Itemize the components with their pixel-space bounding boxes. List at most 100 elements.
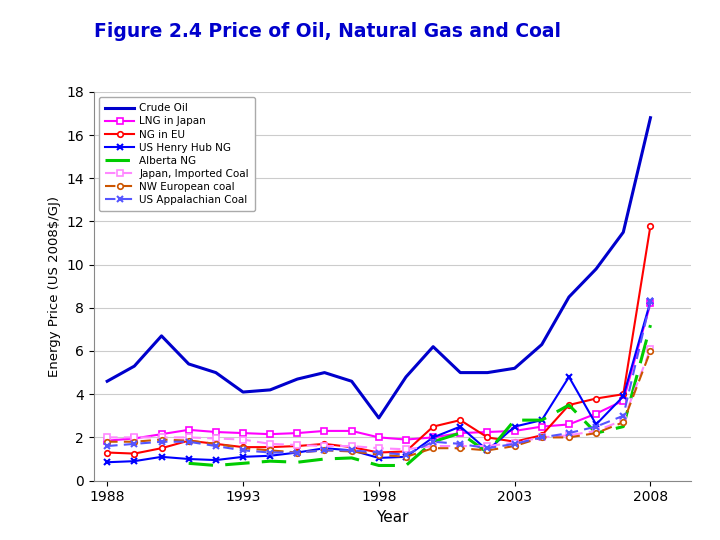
Crude Oil [320,369,329,376]
US Henry Hub NG [510,423,519,430]
NG in EU [429,423,438,430]
Line: US Henry Hub NG: US Henry Hub NG [104,298,654,465]
US Appalachian Coal [347,447,356,454]
Crude Oil [103,378,112,384]
US Henry Hub NG [538,417,546,423]
LNG in Japan [266,431,274,437]
Japan, Imported Coal [592,428,600,434]
US Henry Hub NG [456,423,464,430]
Y-axis label: Energy Price (US 2008$/GJ): Energy Price (US 2008$/GJ) [48,195,60,377]
Crude Oil [239,389,248,395]
Crude Oil [374,415,383,421]
US Appalachian Coal [456,441,464,447]
LNG in Japan [456,430,464,436]
US Appalachian Coal [538,434,546,441]
US Henry Hub NG [374,455,383,461]
Japan, Imported Coal [184,434,193,441]
US Henry Hub NG [184,456,193,462]
Crude Oil [212,369,220,376]
Alberta NG [402,462,410,469]
X-axis label: Year: Year [376,510,409,525]
Line: Crude Oil: Crude Oil [107,118,650,418]
Crude Oil [564,294,573,300]
Crude Oil [347,378,356,384]
LNG in Japan [184,427,193,433]
Alberta NG [374,462,383,469]
Crude Oil [184,361,193,367]
LNG in Japan [510,428,519,434]
US Henry Hub NG [429,434,438,441]
US Appalachian Coal [103,443,112,449]
Alberta NG [293,459,302,465]
NW European coal [564,434,573,441]
Alberta NG [483,449,492,456]
NW European coal [646,348,654,354]
NG in EU [347,444,356,450]
Japan, Imported Coal [347,443,356,449]
Japan, Imported Coal [103,434,112,441]
NW European coal [212,441,220,447]
NW European coal [483,447,492,454]
US Henry Hub NG [103,459,112,465]
US Appalachian Coal [510,441,519,447]
US Appalachian Coal [266,449,274,456]
NG in EU [130,450,139,457]
NW European coal [510,443,519,449]
Japan, Imported Coal [564,432,573,438]
NW European coal [239,445,248,451]
NG in EU [456,417,464,423]
LNG in Japan [239,430,248,436]
Alberta NG [619,423,628,430]
Japan, Imported Coal [157,434,166,441]
Line: Japan, Imported Coal: Japan, Imported Coal [104,346,653,452]
Japan, Imported Coal [619,417,628,423]
LNG in Japan [619,397,628,404]
Alberta NG [184,460,193,467]
NW European coal [538,434,546,441]
US Appalachian Coal [374,449,383,456]
US Appalachian Coal [157,438,166,445]
US Appalachian Coal [564,430,573,436]
NG in EU [538,432,546,438]
NG in EU [374,449,383,456]
NG in EU [184,437,193,444]
Japan, Imported Coal [456,443,464,449]
NW European coal [130,438,139,445]
NW European coal [374,451,383,458]
Alberta NG [510,417,519,423]
NW European coal [184,437,193,444]
NW European coal [293,449,302,456]
Alberta NG [429,438,438,445]
US Henry Hub NG [266,453,274,459]
US Henry Hub NG [619,393,628,400]
LNG in Japan [538,423,546,430]
NG in EU [564,402,573,408]
Crude Oil [510,365,519,372]
US Henry Hub NG [402,454,410,460]
US Henry Hub NG [157,454,166,460]
Japan, Imported Coal [212,435,220,442]
US Appalachian Coal [212,443,220,449]
Crude Oil [538,341,546,348]
LNG in Japan [212,429,220,435]
LNG in Japan [157,431,166,437]
US Appalachian Coal [646,298,654,305]
LNG in Japan [130,435,139,442]
US Henry Hub NG [212,457,220,463]
NW European coal [157,436,166,443]
US Appalachian Coal [320,447,329,454]
US Henry Hub NG [347,447,356,454]
US Appalachian Coal [184,438,193,445]
Alberta NG [538,417,546,423]
NW European coal [456,445,464,451]
Japan, Imported Coal [374,445,383,451]
NW European coal [429,445,438,451]
LNG in Japan [483,429,492,435]
LNG in Japan [320,428,329,434]
Japan, Imported Coal [320,443,329,449]
Japan, Imported Coal [429,443,438,449]
LNG in Japan [429,434,438,441]
Line: Alberta NG: Alberta NG [189,325,650,465]
NG in EU [103,449,112,456]
Legend: Crude Oil, LNG in Japan, NG in EU, US Henry Hub NG, Alberta NG, Japan, Imported : Crude Oil, LNG in Japan, NG in EU, US He… [99,97,256,211]
